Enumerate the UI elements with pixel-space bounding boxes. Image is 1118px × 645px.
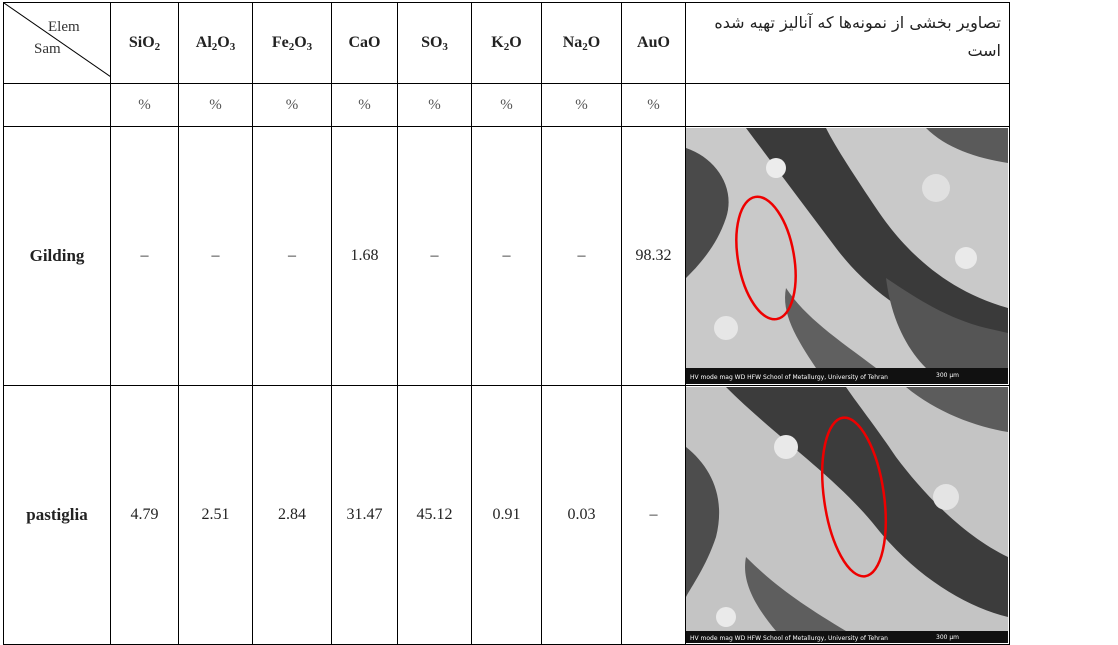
value-cell: – [397, 126, 472, 386]
header-na2o: Na2O [541, 2, 622, 84]
value-cell: – [252, 126, 332, 386]
value-cell: – [110, 126, 179, 386]
highlight-ellipse [821, 416, 887, 578]
row-label: Gilding [3, 126, 111, 386]
unit-cell: % [110, 83, 179, 127]
row-label: pastiglia [3, 385, 111, 645]
sem-micrograph-2: HV mode mag WD HFW School of Metallurgy,… [686, 387, 1008, 643]
header-k2o: K2O [471, 2, 542, 84]
image-header: تصاویر بخشی از نمونه‌ها که آنالیز تهیه ش… [685, 2, 1010, 84]
sem-caption: HV mode mag WD HFW School of Metallurgy,… [690, 374, 888, 381]
table-row: Gilding – – – 1.68 – – – 98.32 [3, 126, 1010, 386]
sem-caption: HV mode mag WD HFW School of Metallurgy,… [690, 635, 888, 642]
unit-cell: % [252, 83, 332, 127]
unit-cell: % [541, 83, 622, 127]
value-cell: 31.47 [331, 385, 398, 645]
corner-top-label: Elem [48, 19, 80, 35]
header-so3: SO3 [397, 2, 472, 84]
value-cell: – [178, 126, 253, 386]
corner-cell: Elem Sam [3, 2, 111, 84]
value-cell: 45.12 [397, 385, 472, 645]
sem-micrograph-1: HV mode mag WD HFW School of Metallurgy,… [686, 128, 1008, 384]
value-cell: 2.51 [178, 385, 253, 645]
header-row: Elem Sam SiO2 Al2O3 Fe2O3 CaO SO3 K2O Na… [3, 2, 1010, 84]
unit-cell: % [178, 83, 253, 127]
header-fe2o3: Fe2O3 [252, 2, 332, 84]
composition-table: Elem Sam SiO2 Al2O3 Fe2O3 CaO SO3 K2O Na… [3, 2, 1010, 645]
value-cell: 1.68 [331, 126, 398, 386]
header-al2o3: Al2O3 [178, 2, 253, 84]
value-cell: 0.03 [541, 385, 622, 645]
value-cell: 4.79 [110, 385, 179, 645]
units-row: % % % % % % % % [3, 83, 1010, 127]
highlight-ellipse [735, 195, 797, 321]
value-cell: 0.91 [471, 385, 542, 645]
table-row: pastiglia 4.79 2.51 2.84 31.47 45.12 0.9… [3, 385, 1010, 645]
header-auo: AuO [621, 2, 686, 84]
sem-image-gilding: HV mode mag WD HFW School of Metallurgy,… [685, 126, 1010, 386]
unit-cell: % [331, 83, 398, 127]
corner-bottom-label: Sam [34, 41, 61, 57]
value-cell: 2.84 [252, 385, 332, 645]
units-empty [685, 83, 1010, 127]
unit-cell: % [621, 83, 686, 127]
sem-scale: 300 µm [936, 634, 959, 641]
value-cell: – [621, 385, 686, 645]
unit-cell: % [471, 83, 542, 127]
value-cell: – [471, 126, 542, 386]
diagonal-line [4, 3, 111, 77]
header-sio2: SiO2 [110, 2, 179, 84]
units-empty [3, 83, 111, 127]
sem-scale: 300 µm [936, 372, 959, 379]
sem-image-pastiglia: HV mode mag WD HFW School of Metallurgy,… [685, 385, 1010, 645]
unit-cell: % [397, 83, 472, 127]
value-cell: 98.32 [621, 126, 686, 386]
header-cao: CaO [331, 2, 398, 84]
value-cell: – [541, 126, 622, 386]
